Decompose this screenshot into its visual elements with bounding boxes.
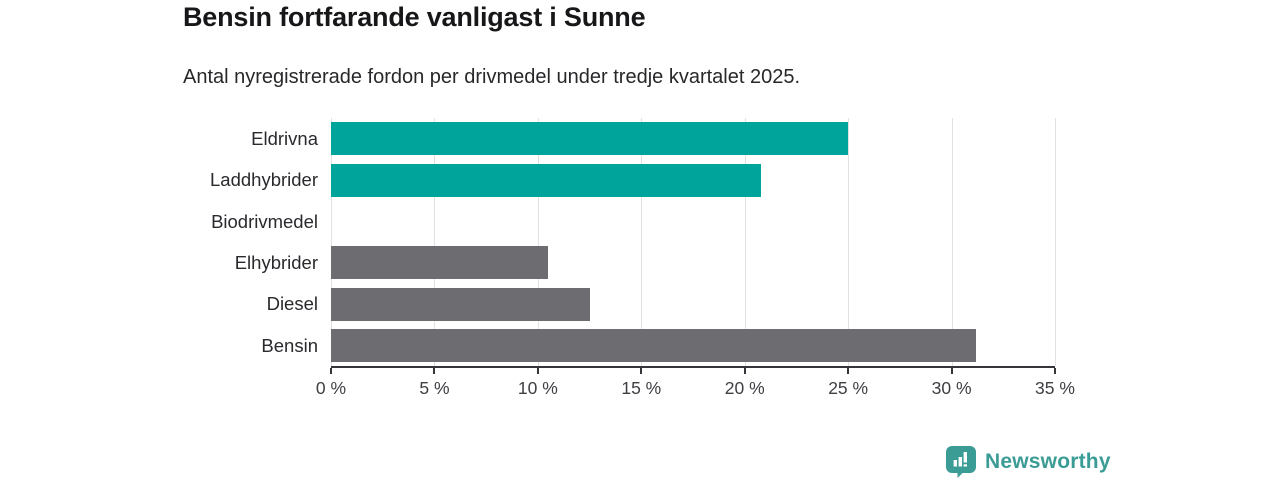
x-axis-tick [640,368,643,374]
bar [331,122,849,156]
category-label: Biodrivmedel [211,210,318,232]
gridline [848,118,850,366]
page-subtitle: Antal nyregistrerade fordon per drivmede… [183,66,801,88]
plot-area [331,118,1056,366]
gridline [434,118,436,366]
newsworthy-bar-chart-pin-icon [946,446,976,478]
bar [331,287,590,321]
x-axis-tick [433,368,436,374]
newsworthy-logo-label: Newsworthy [985,450,1111,473]
gridline [951,118,953,366]
page-title: Bensin fortfarande vanligast i Sunne [183,2,646,32]
x-axis-tick-label: 10 % [517,378,558,398]
x-axis-tick [1054,368,1056,374]
gridline [537,118,539,366]
x-axis-tick [536,368,539,374]
gridline [641,118,643,366]
x-axis-tick-label: 35 % [1035,378,1075,398]
category-label: Elhybrider [234,252,318,273]
gridline [744,118,746,366]
x-axis-tick-label: 0 % [315,378,347,398]
bar [331,328,977,362]
gridline [1055,118,1056,366]
bar [331,163,762,197]
x-axis-tick-label: 15 % [621,378,662,398]
x-axis-tick [847,368,850,374]
category-label: Diesel [266,293,318,315]
x-axis-tick [743,368,746,374]
category-labels: Eldrivna Laddhybrider Biodrivmedel Elhybrid… [0,118,318,366]
gridline [331,118,332,366]
x-axis-tick-label: 30 % [931,378,972,398]
x-axis-tick-label: 20 % [724,378,765,398]
category-label: Laddhybrider [210,169,318,191]
newsworthy-logo: Newsworthy [946,446,1111,478]
x-axis-tick [330,368,332,374]
x-axis-tick-label: 5 % [419,378,450,398]
x-axis-tick [950,368,953,374]
x-axis-tick-label: 25 % [828,378,869,398]
bar [331,246,549,280]
x-axis: 0 % 5 % 10 % 15 % 20 % 25 % 30 % 35 % [316,366,1075,408]
category-label: Bensin [261,334,318,356]
category-label: Eldrivna [251,128,318,149]
